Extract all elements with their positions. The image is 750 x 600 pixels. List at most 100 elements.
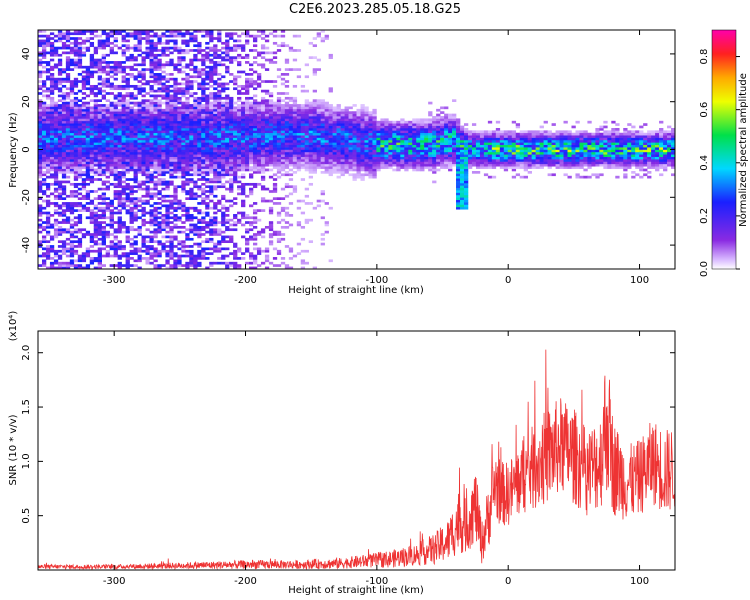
heatmap-cell [181,221,186,224]
heatmap-cell [185,211,190,215]
heatmap-cell [77,65,83,69]
heatmap-cell [81,51,87,55]
heatmap-cell [133,123,138,126]
heatmap-cell [181,137,186,141]
heatmap-cell [312,142,317,146]
heatmap-cell [249,118,254,122]
heatmap-cell [125,87,130,91]
heatmap-cell [256,166,262,169]
heatmap-cell [169,108,174,112]
heatmap-cell [193,166,198,169]
heatmap-cell [181,154,186,157]
heatmap-cell [209,149,214,153]
heatmap-cell [53,84,59,88]
heatmap-cell [101,137,106,141]
heatmap-cell [213,56,218,59]
heatmap-cell [197,30,202,33]
heatmap-cell [181,187,186,191]
heatmap-cell [197,235,202,239]
heatmap-cell [149,84,154,88]
heatmap-cell [213,87,218,91]
heatmap-cell [149,151,154,155]
heatmap-cell [105,84,110,88]
heatmap-cell [69,51,75,55]
heatmap-cell [233,44,238,48]
heatmap-cell [65,237,71,241]
heatmap-cell [360,132,365,136]
heatmap-cell [256,77,262,81]
heatmap-cell [38,70,43,74]
heatmap-cell [161,116,166,119]
heatmap-cell [57,182,63,186]
heatmap-cell [65,111,71,114]
heatmap-cell [193,197,198,200]
heatmap-cell [137,139,142,143]
heatmap-cell [380,156,385,160]
heatmap-cell [41,139,47,143]
heatmap-cell [249,216,254,220]
heatmap-cell [41,156,47,160]
heatmap-cell [181,225,186,229]
heatmap-cell [157,130,162,134]
heatmap-cell [217,240,222,244]
heatmap-cell [252,216,258,220]
heatmap-cell [320,108,325,112]
heatmap-cell [45,127,51,131]
heatmap-cell [284,111,290,114]
heatmap-cell [340,149,345,153]
heatmap-cell [125,99,130,102]
heatmap-cell [69,142,75,146]
heatmap-cell [169,199,174,203]
heatmap-cell [109,144,114,148]
heatmap-cell [229,199,234,203]
heatmap-cell [133,264,138,267]
heatmap-cell [157,65,162,69]
heatmap-cell [276,101,282,105]
heatmap-cell [129,101,134,105]
heatmap-cell [149,118,154,122]
heatmap-cell [249,221,254,224]
heatmap-cell [193,209,198,212]
figure-title: C2E6.2023.285.05.18.G25 [288,2,462,17]
heatmap-cell [205,257,210,260]
heatmap-cell [69,202,75,205]
heatmap-cell [320,99,325,102]
heatmap-cell [201,249,206,253]
heatmap-cell [73,137,79,141]
heatmap-cell [356,132,361,136]
heatmap-cell [93,240,99,244]
heatmap-cell [173,159,178,162]
heatmap-cell [137,116,142,119]
heatmap-cell [241,137,246,141]
heatmap-cell [61,266,67,269]
heatmap-cell [296,68,302,71]
heatmap-cell [69,209,75,212]
heatmap-cell [41,82,47,86]
heatmap-cell [209,116,214,119]
heatmap-cell [221,101,226,105]
heatmap-cell [252,120,258,124]
heatmap-cell [360,111,365,114]
heatmap-cell [165,235,170,239]
heatmap-cell [245,261,250,265]
heatmap-cell [149,171,154,174]
heatmap-cell [169,247,174,251]
heatmap-cell [53,163,59,167]
heatmap-cell [97,209,102,212]
heatmap-cell [324,106,329,110]
heatmap-cell [93,106,99,110]
heatmap-cell [221,235,226,239]
heatmap-cell [73,163,79,167]
heatmap-cell [360,116,365,119]
heatmap-cell [360,173,365,177]
heatmap-cell [101,77,106,81]
heatmap-cell [221,104,226,107]
heatmap-cell [61,44,67,48]
heatmap-cell [324,151,329,155]
heatmap-cell [209,104,214,107]
heatmap-cell [181,118,186,122]
heatmap-cell [97,173,102,177]
heatmap-cell [205,211,210,215]
heatmap-cell [61,192,67,196]
heatmap-cell [117,92,122,95]
